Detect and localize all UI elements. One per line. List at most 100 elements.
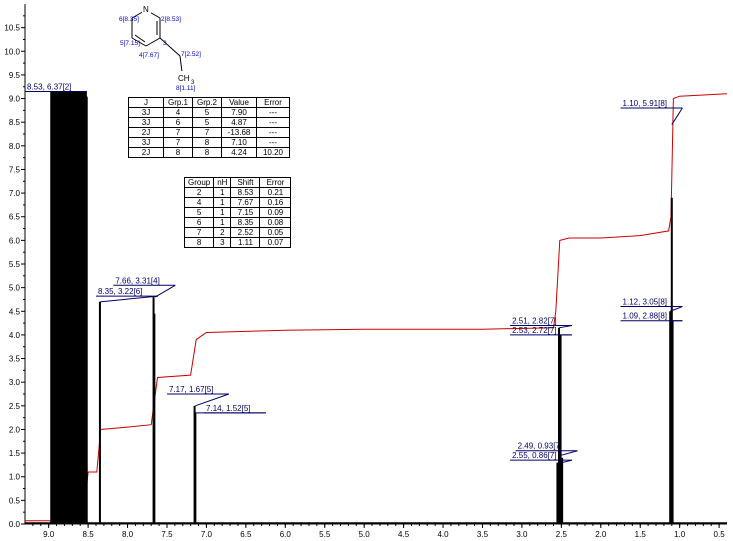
table-cell: 4 <box>183 197 215 208</box>
y-tick-label: 6.0 <box>9 236 21 245</box>
molecule-structure: N 6[8.35] 2[8.53] 5[7.15] 3 4[7.67] 7[2.52] 8[1… <box>119 5 201 92</box>
table-cell: 1.11 <box>230 237 261 248</box>
table-cell: 7.67 <box>230 197 261 208</box>
y-tick-label: 5.5 <box>9 260 21 269</box>
table-row: 3J 7 8 7.10 --- <box>128 137 290 148</box>
peak-labels-layer: 8.53, 6.37[2] 7.66, 3.31[4] 8.35, 3.22[6] 7… <box>25 82 683 464</box>
table-cell: --- <box>256 127 290 138</box>
table-row: 4 1 7.67 0.16 <box>183 197 292 208</box>
table-cell: 1 <box>213 187 232 198</box>
peak-line <box>670 197 673 524</box>
peak-label: 7.66, 3.31[4] <box>115 276 159 285</box>
table-header-cell: Value <box>221 97 257 108</box>
y-tick-label: 5.0 <box>9 284 21 293</box>
table-cell: 2J <box>128 147 164 158</box>
peak-label: 1.10, 5.91[8] <box>623 99 667 108</box>
y-tick-label: 8.0 <box>9 142 21 151</box>
table-cell: 7 <box>163 127 193 138</box>
x-tick-label: 5.5 <box>319 530 331 539</box>
peak-label: 2.51, 2.82[7] <box>512 316 556 325</box>
table-header-cell: Group <box>183 177 215 188</box>
peak-signal <box>50 91 88 525</box>
y-tick-label: 9.0 <box>9 95 21 104</box>
peak-label-leader <box>670 306 683 312</box>
peak-label: 8.35, 3.22[6] <box>98 287 142 296</box>
x-tick-label: 6.5 <box>240 530 252 539</box>
table-cell: 4.24 <box>221 147 257 158</box>
y-tick-label: 2.5 <box>9 402 21 411</box>
table-header-cell: nH <box>213 177 232 188</box>
atom-shift-label: 6[8.35] <box>119 16 139 23</box>
table-cell: 8 <box>192 147 222 158</box>
table-cell: 5 <box>183 207 215 218</box>
table-cell: 7 <box>163 137 193 148</box>
atom-shift-label: 3 <box>163 40 167 47</box>
table-cell: 3J <box>128 107 164 118</box>
table-cell: 4.87 <box>221 117 257 128</box>
peak-label-leader <box>195 393 230 407</box>
table-cell: 7 <box>192 127 222 138</box>
x-tick-label: 2.5 <box>556 530 568 539</box>
table-header-cell: Grp.2 <box>192 97 222 108</box>
y-tick-label: 4.0 <box>9 331 21 340</box>
side-chain-bond <box>159 37 181 57</box>
peak-line <box>556 462 559 524</box>
peak-label: 2.49, 0.93[7] <box>518 442 562 451</box>
peak-label-leader <box>560 450 578 456</box>
table-cell: --- <box>256 117 290 128</box>
x-tick-label: 1.0 <box>674 530 686 539</box>
table-cell: 5 <box>192 107 222 118</box>
shift-table-header: Group nH Shift Error <box>183 177 292 188</box>
ring-double-bond <box>134 34 146 43</box>
table-cell: 6 <box>163 117 193 128</box>
table-cell: 2J <box>128 127 164 138</box>
table-cell: 8 <box>183 237 215 248</box>
atom-shift-label: 5[7.15] <box>120 40 140 47</box>
peak-line <box>84 91 87 525</box>
table-cell: --- <box>256 107 290 118</box>
y-tick-label: 3.0 <box>9 378 21 387</box>
x-tick-label: 5.0 <box>359 530 371 539</box>
table-cell: 3J <box>128 117 164 128</box>
table-cell: 0.05 <box>259 227 292 238</box>
side-chain-bond <box>179 55 183 73</box>
table-cell: -13.68 <box>221 127 257 138</box>
table-cell: 2 <box>183 187 215 198</box>
peak-label-leader <box>562 459 573 464</box>
table-cell: 8 <box>192 137 222 148</box>
x-tick-label: 6.0 <box>280 530 292 539</box>
table-header-cell: Shift <box>230 177 261 188</box>
table-cell: 8.53 <box>230 187 261 198</box>
peak-label: 1.12, 3.05[8] <box>623 298 667 307</box>
table-cell: 8.35 <box>230 217 261 228</box>
peak-label-leader <box>99 295 158 303</box>
table-cell: 0.21 <box>259 187 292 198</box>
table-cell: 3 <box>213 237 232 248</box>
axes-layer: 0.0 0.5 1.0 1.5 2.0 2.5 3.0 3.5 4.0 4.5 5.0 5.5 6.0 6… <box>4 4 727 539</box>
table-cell: 7.90 <box>221 107 257 118</box>
y-tick-label: 9.5 <box>9 71 21 80</box>
peak-label-leader <box>154 284 176 298</box>
table-cell: 0.08 <box>259 217 292 228</box>
table-row: 3J 4 5 7.90 --- <box>128 107 290 118</box>
y-tick-label: 4.5 <box>9 307 21 316</box>
peak-label: 7.17, 1.67[5] <box>169 385 213 394</box>
atom-shift-label: 8[1.11] <box>176 85 196 92</box>
peak-line <box>98 301 101 524</box>
atom-ch3-subscript: 3 <box>191 80 195 86</box>
table-cell: 4 <box>163 107 193 118</box>
peak-line <box>193 405 196 524</box>
table-cell: 3J <box>128 137 164 148</box>
table-row: 2 1 8.53 0.21 <box>183 187 292 198</box>
table-cell: 0.07 <box>259 237 292 248</box>
peak-label-leader <box>671 107 683 125</box>
table-cell: 8 <box>163 147 193 158</box>
y-tick-label: 2.0 <box>9 425 21 434</box>
y-tick-label: 1.5 <box>9 449 21 458</box>
table-cell: 2.52 <box>230 227 261 238</box>
y-tick-label: 10.0 <box>4 47 20 56</box>
peak-line <box>559 334 562 524</box>
table-cell: 1 <box>213 207 232 218</box>
y-tick-label: 3.5 <box>9 355 21 364</box>
